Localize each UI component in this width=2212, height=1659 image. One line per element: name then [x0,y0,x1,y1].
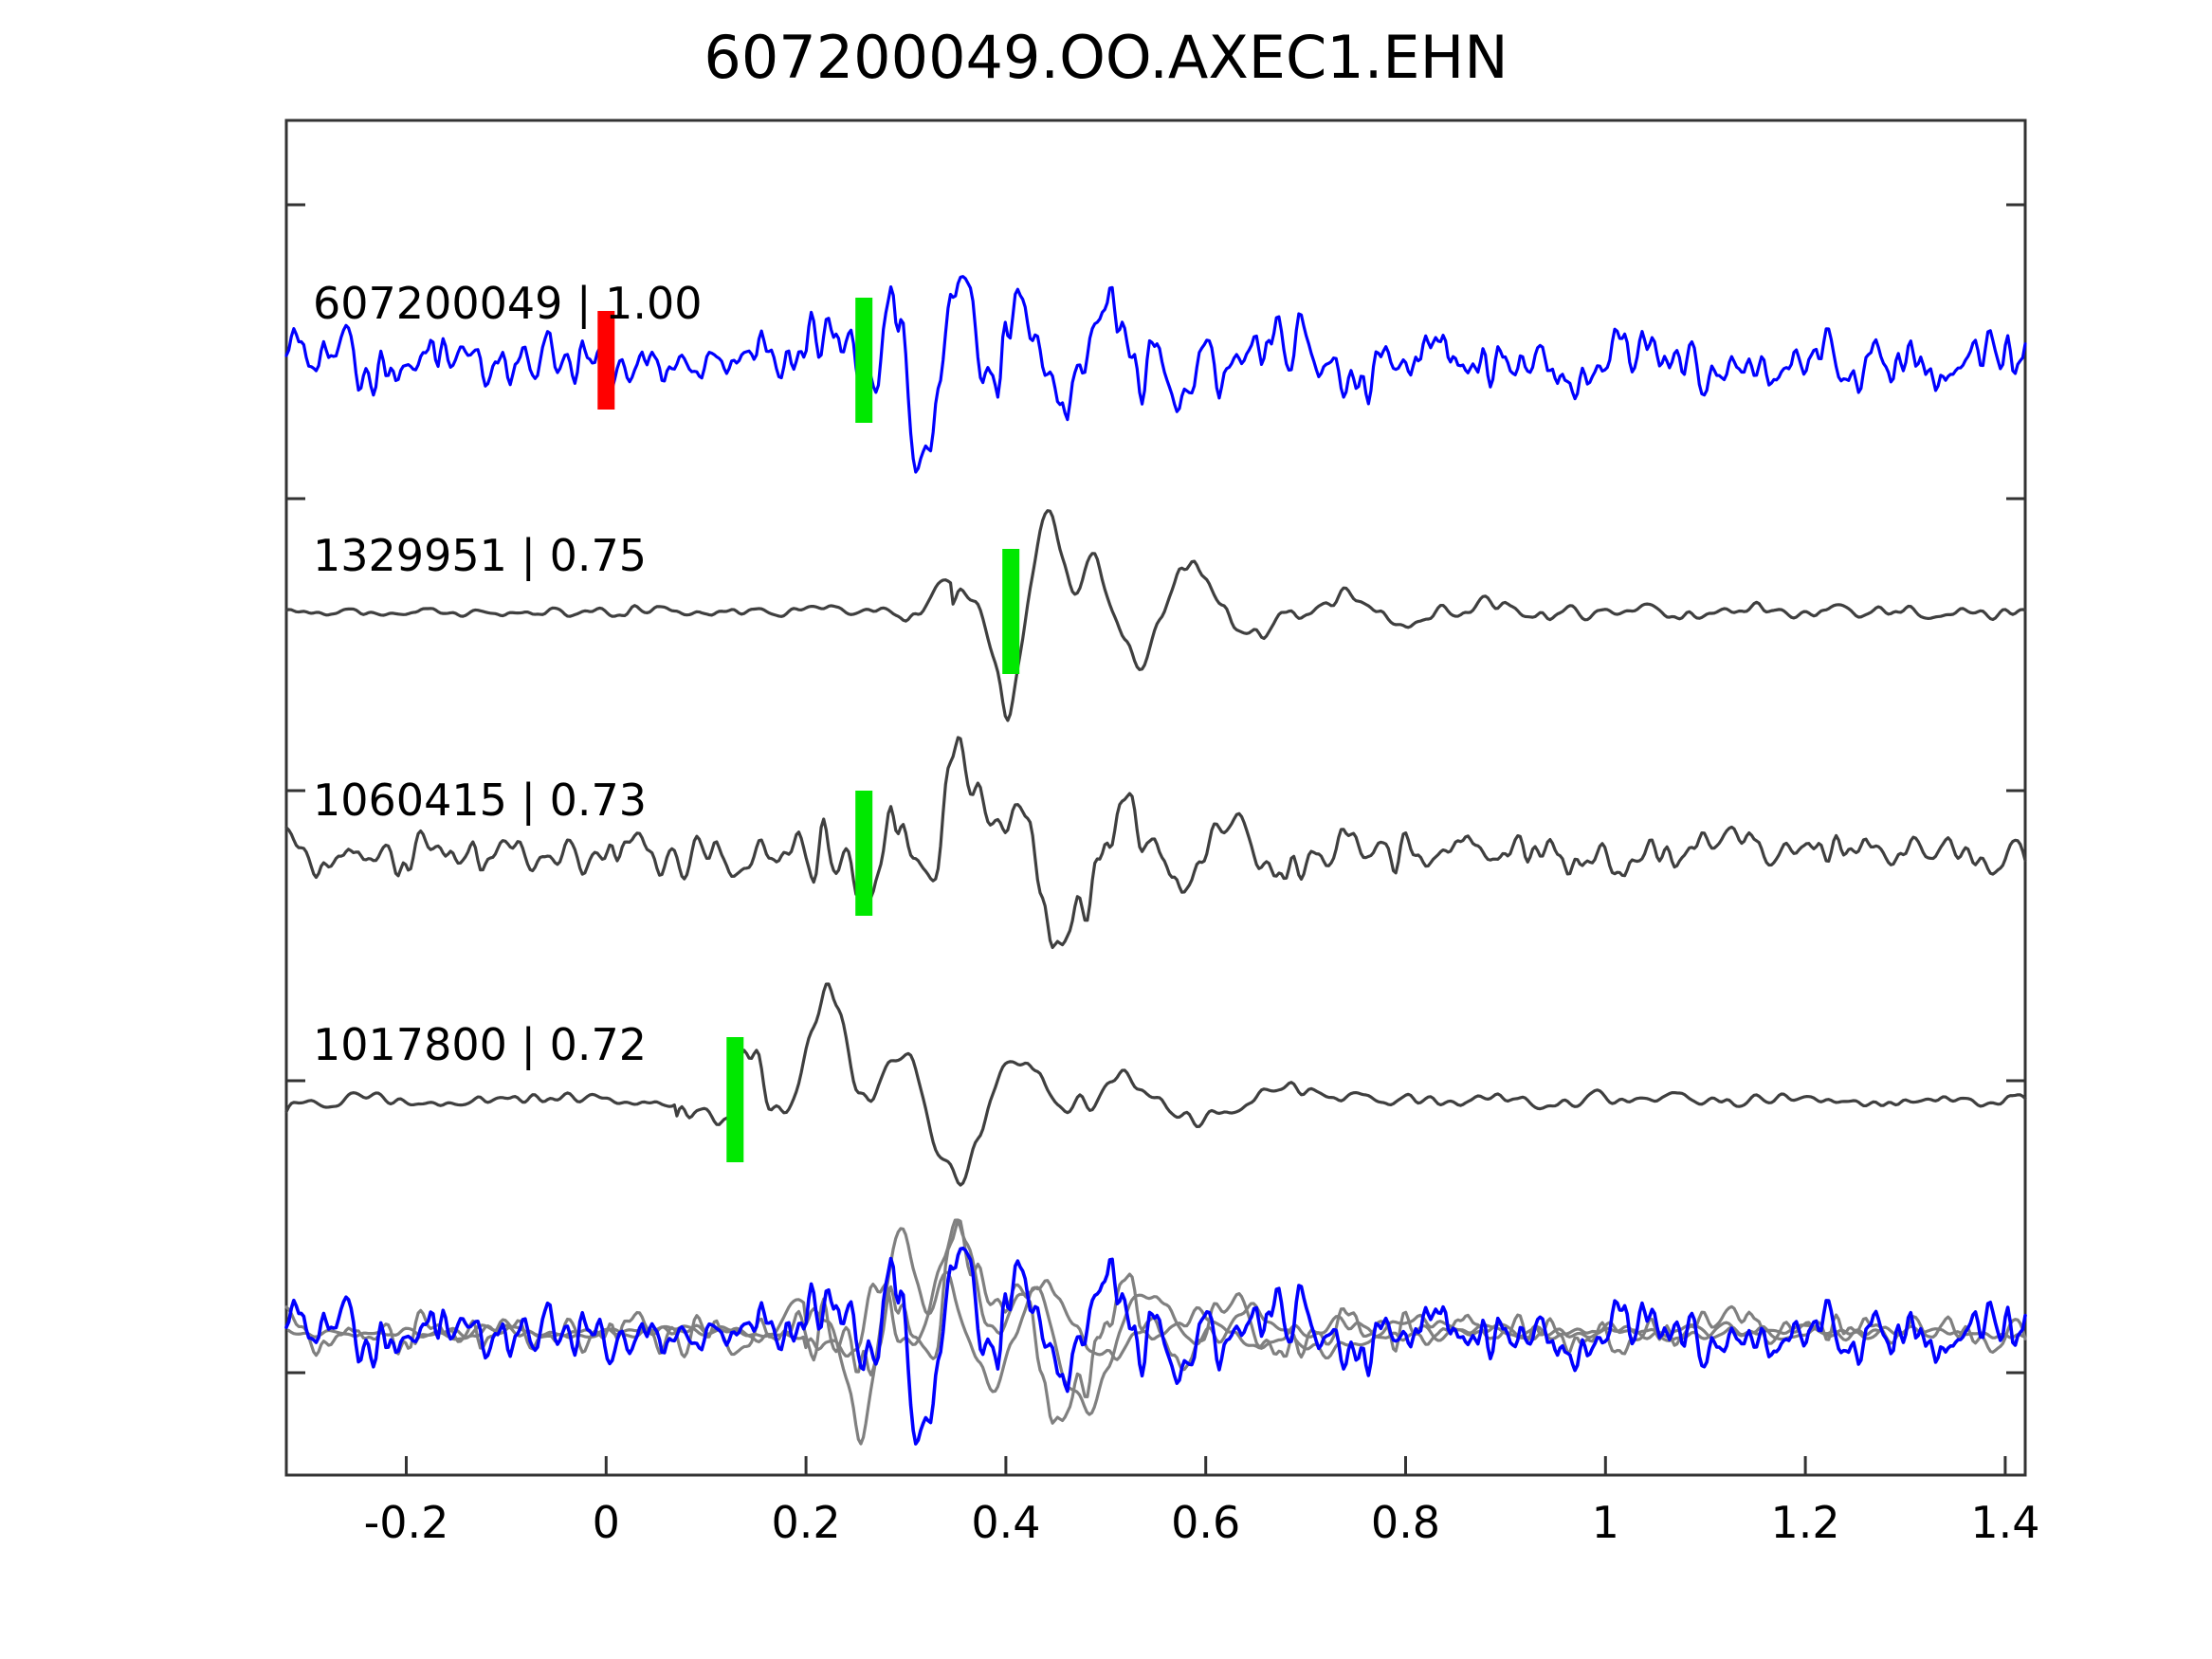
overlay-trace-1017800 [413,1218,2027,1416]
pick-marker-s-1060415 [855,791,873,916]
pick-marker-s-1017800 [726,1037,744,1162]
axes-frame [284,118,2027,1477]
page-title: 607200049.OO.AXEC1.EHN [704,23,1508,92]
pick-marker-s-607200049 [855,298,873,423]
trace-labels: 607200049 | 1.00 1329951 | 0.75 1060415 | … [313,278,703,1071]
plot-border [284,118,2027,1477]
x-tick-label-3: 0.4 [971,1497,1040,1548]
x-tick-label-1: 0 [593,1497,620,1548]
x-tick-label-2: 0.2 [772,1497,841,1548]
waveform-trace-1060415 [284,736,2027,950]
trace-label-1329951: 1329951 | 0.75 [313,530,647,582]
overlay-trace-template [284,1246,2027,1446]
x-tick-label-7: 1.2 [1771,1497,1840,1548]
trace-label-607200049: 607200049 | 1.00 [313,278,703,330]
pick-markers [597,298,1020,1162]
overlay-trace-1329951 [286,1227,1880,1446]
pick-marker-s-1329951 [1002,549,1020,674]
x-tick-label-4: 0.6 [1171,1497,1240,1548]
trace-label-1017800: 1017800 | 0.72 [313,1019,647,1071]
x-axis-ticks: -0.2 0 0.2 0.4 0.6 0.8 1 1.2 1.4 [364,1456,2039,1548]
x-tick-label-5: 0.8 [1371,1497,1440,1548]
waveform-traces [284,275,2027,1446]
waveform-trace-607200049 [284,275,2027,474]
x-tick-label-6: 1 [1592,1497,1619,1548]
pick-marker-p-607200049 [597,311,615,410]
overlay-trace-1060415 [284,1218,2027,1425]
waveform-trace-1017800 [284,982,2027,1187]
x-tick-label-8: 1.4 [1970,1497,2039,1548]
x-tick-label-0: -0.2 [364,1497,449,1548]
waveform-trace-1329951 [284,509,2027,722]
trace-label-1060415: 1060415 | 0.73 [313,775,647,827]
